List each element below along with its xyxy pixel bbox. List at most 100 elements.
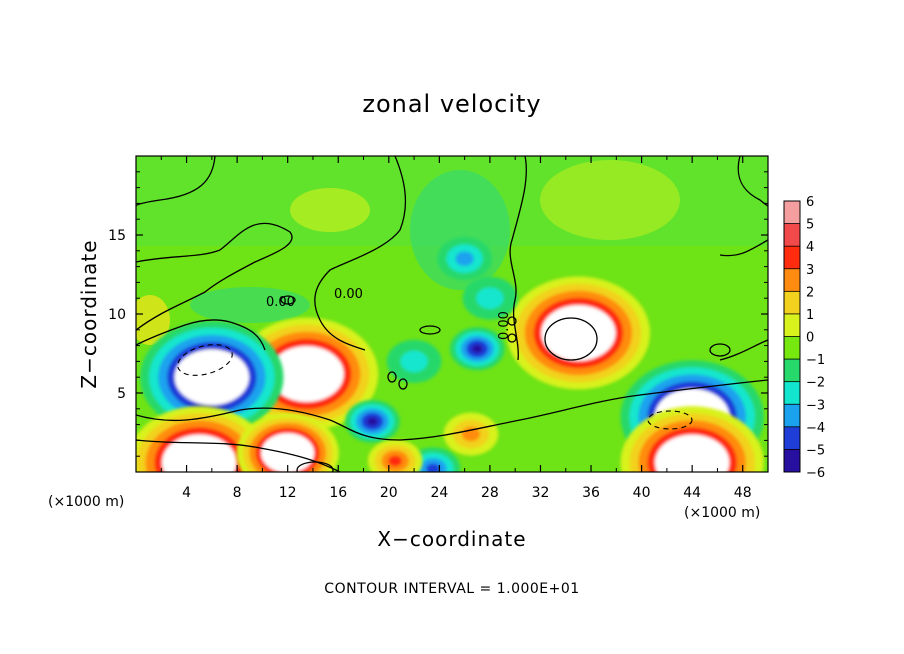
x-tick-label: 20 (380, 485, 398, 501)
colorbar-swatch (784, 313, 800, 337)
negative-anomaly (140, 320, 284, 434)
zero-contour (136, 222, 293, 331)
anomaly-ring (471, 344, 483, 354)
anomaly-ring (426, 463, 440, 472)
saturated-core (541, 305, 616, 361)
anomaly-ring (455, 251, 474, 266)
anomaly-ring (476, 287, 504, 309)
small-contour (398, 378, 408, 390)
small-contour (544, 317, 598, 361)
zero-contour (136, 319, 266, 351)
colorbar-label: 1 (806, 308, 814, 323)
zero-contour (136, 439, 341, 472)
x-tick-label: 44 (683, 485, 701, 501)
x-axis-title: X−coordinate (377, 527, 526, 551)
saturated-core (269, 346, 344, 402)
positive-anomaly (506, 276, 651, 390)
dashed-contour (177, 344, 233, 376)
dashed-contour (647, 410, 693, 430)
x-tick-label: 28 (481, 485, 499, 501)
colorbar-swatch (784, 291, 800, 315)
x-unit-label-left: (×1000 m) (48, 494, 124, 510)
teal-patch (190, 287, 310, 323)
saturated-core (261, 433, 315, 472)
feature-layer (136, 237, 764, 472)
x-tick-label: 32 (532, 485, 550, 501)
positive-anomaly (367, 439, 423, 472)
contour-label: 0.00 (334, 287, 363, 302)
colorbar-swatch (784, 268, 800, 292)
x-tick-label: 48 (734, 485, 752, 501)
colorbar-label: 5 (806, 218, 814, 233)
x-tick-label: 8 (233, 485, 242, 501)
colorbar-swatch (784, 246, 800, 270)
small-contour (507, 316, 517, 326)
x-tick-label: 36 (582, 485, 600, 501)
saturated-core (655, 434, 730, 472)
zero-contour (719, 339, 768, 361)
zero-contour (719, 239, 768, 257)
yellow-patch (290, 188, 370, 232)
negative-anomaly (437, 237, 492, 281)
chart-title: zonal velocity (362, 90, 541, 118)
x-tick-label: 40 (633, 485, 651, 501)
colorbar-swatch (784, 449, 800, 473)
zero-contour (314, 156, 407, 351)
y-tick-label: 10 (108, 307, 126, 323)
y-tick-label: 5 (117, 386, 126, 402)
small-contour (296, 461, 334, 472)
positive-anomaly (620, 406, 764, 472)
anomaly-ring (388, 455, 402, 467)
colorbar-label: 2 (806, 285, 814, 300)
colorbar-swatch (784, 426, 800, 450)
yellow-patch (136, 295, 170, 345)
zero-contour (509, 156, 527, 361)
colorbar-label: 3 (806, 263, 814, 278)
saturated-core (174, 349, 250, 406)
colorbar-label: −5 (806, 443, 825, 458)
anomaly-ring (366, 417, 378, 426)
small-contour (419, 325, 441, 335)
plot-area: 0.00 0.00 0.00 (136, 156, 768, 472)
colorbar-swatch (784, 359, 800, 383)
zero-contour (136, 379, 768, 441)
anomaly-ring (400, 350, 428, 373)
contour-label: 0.00 (266, 295, 295, 310)
colorbar-label: −4 (806, 421, 825, 436)
small-contour (709, 343, 731, 357)
positive-anomaly (443, 412, 499, 456)
x-unit-label-right: (×1000 m) (684, 505, 760, 521)
zero-contour (136, 156, 216, 207)
colorbar-label: −1 (806, 353, 825, 368)
colorbar-swatch (784, 201, 800, 225)
colorbar-label: −6 (806, 466, 825, 481)
colorbar-label: 6 (806, 195, 814, 210)
colorbar-swatch (784, 336, 800, 360)
yellow-patch (540, 160, 680, 240)
negative-anomaly (386, 339, 442, 383)
colorbar-swatch (784, 223, 800, 247)
x-tick-label: 4 (182, 485, 191, 501)
colorbar: 6 5 4 3 2 1 0 −1 −2 −3 −4 −5 −6 (783, 195, 825, 481)
contour-label: 0.00 (497, 311, 512, 340)
colorbar-label: −2 (806, 376, 825, 391)
y-axis-title: Z−coordinate (77, 239, 101, 388)
colorbar-swatch (784, 381, 800, 405)
colorbar-label: 0 (806, 331, 814, 346)
small-contour (387, 371, 397, 383)
x-tick-label: 12 (279, 485, 297, 501)
contour-interval-note: CONTOUR INTERVAL = 1.000E+01 (324, 581, 579, 597)
colorbar-swatch (784, 404, 800, 428)
small-contour (280, 295, 296, 305)
x-tick-label: 24 (430, 485, 448, 501)
contour-label-group: 0.00 0.00 0.00 (266, 287, 512, 340)
negative-anomaly (345, 399, 400, 443)
contour-lines (136, 156, 768, 472)
colorbar-label: 4 (806, 240, 814, 255)
colorbar-label: −3 (806, 398, 825, 413)
negative-anomaly (449, 327, 505, 371)
negative-anomaly (462, 276, 518, 320)
x-tick-label: 16 (329, 485, 347, 501)
